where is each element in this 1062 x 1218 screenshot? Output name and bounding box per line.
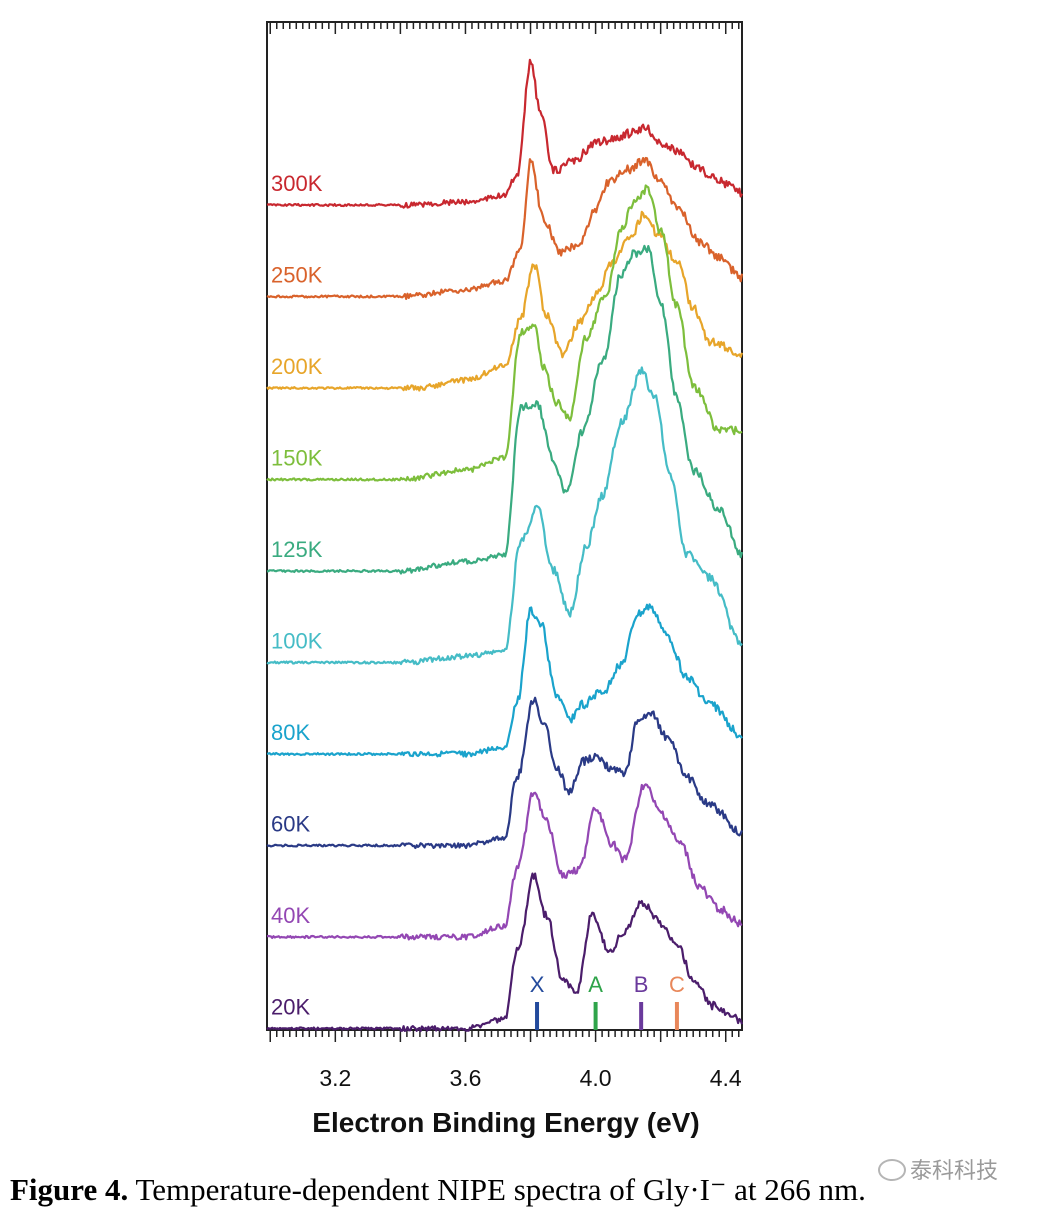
- series-label: 60K: [271, 812, 310, 837]
- caption-text: Temperature-dependent NIPE spectra of Gl…: [128, 1172, 866, 1207]
- series-label: 80K: [271, 720, 310, 745]
- series-layer: [266, 58, 744, 1033]
- series-line: [266, 696, 744, 850]
- series-label: 250K: [271, 263, 323, 288]
- plot-frame: [266, 21, 743, 1031]
- series-label: 40K: [271, 903, 310, 928]
- wechat-icon: [878, 1159, 906, 1181]
- x-tick-label: 4.0: [580, 1065, 612, 1091]
- series-line: [266, 366, 743, 666]
- series-line: [266, 783, 743, 941]
- axis-ticks: [269, 22, 740, 1042]
- series-line: [266, 244, 744, 575]
- x-tick-label: 3.6: [449, 1065, 481, 1091]
- figure-caption: Figure 4. Temperature-dependent NIPE spe…: [10, 1172, 1050, 1208]
- x-axis-title: Electron Binding Energy (eV): [312, 1107, 699, 1138]
- series-line: [266, 184, 743, 482]
- peak-marker-label: B: [634, 972, 649, 997]
- watermark: 泰科科技: [878, 1153, 998, 1185]
- peak-marker-label: X: [530, 972, 545, 997]
- peak-marker-label: A: [588, 972, 603, 997]
- x-tick-label: 3.2: [319, 1065, 351, 1091]
- series-label: 300K: [271, 171, 323, 196]
- series-label: 20K: [271, 995, 310, 1020]
- series-labels: 300K 250K 200K 150K 125K 100K 80K 60K 40K 20K: [271, 171, 323, 1020]
- series-line: [266, 58, 743, 209]
- x-tick-label: 4.4: [710, 1065, 742, 1091]
- watermark-text: 泰科科技: [910, 1159, 999, 1184]
- series-label: 125K: [271, 537, 323, 562]
- x-tick-labels: 3.2 3.6 4.0 4.4: [319, 1065, 742, 1091]
- peak-marker-label: C: [669, 972, 685, 997]
- series-line: [266, 872, 744, 1033]
- caption-label: Figure 4.: [10, 1172, 129, 1207]
- series-label: 100K: [271, 629, 323, 654]
- series-label: 200K: [271, 354, 323, 379]
- series-label: 150K: [271, 446, 323, 471]
- nipe-spectra-chart: 300K 250K 200K 150K 125K 100K 80K 60K 40K 20K X A B…: [266, 21, 744, 1138]
- series-line: [266, 603, 743, 758]
- series-line: [266, 156, 744, 300]
